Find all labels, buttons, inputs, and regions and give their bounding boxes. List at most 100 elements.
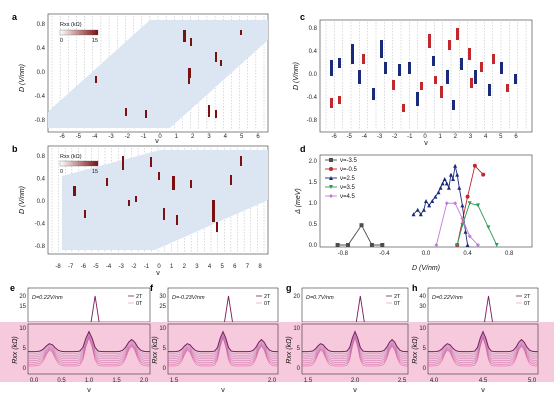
panel-g-legend-2t: 2T <box>394 294 401 300</box>
panel-d-ytick: 0.5 <box>309 222 318 228</box>
panel-b-ytick: -0.8 <box>35 244 46 250</box>
panel-d-legend-marker <box>329 158 333 162</box>
panel-f-lower-frame <box>167 323 279 375</box>
panel-d-ytick: 0.0 <box>309 243 318 249</box>
panel-a-xtick: 1 <box>175 134 179 140</box>
panel-g-label: g <box>286 283 292 293</box>
panel-b: b Rxx (kΩ) 0 15 0.80.40.0-0.4-0.8 -8 -7 -6… <box>12 144 269 277</box>
panel-d-point <box>380 243 385 247</box>
panel-c-frame <box>319 19 533 133</box>
panel-b-map <box>62 150 268 250</box>
panel-e-trace <box>27 336 151 365</box>
panel-c-bar <box>446 70 449 84</box>
panel-d-xtick: 0.0 <box>422 251 431 257</box>
panel-e-xtick: 2.0 <box>140 378 149 384</box>
panel-d-legend-label: ν=-3.5 <box>340 158 358 164</box>
panel-e-lower: 10 5 0 Rxx (kΩ) 0.0 0.5 1.0 1.5 2.0 ν <box>12 323 151 394</box>
panel-f-label: f <box>150 283 154 293</box>
panel-h-trace <box>427 330 539 353</box>
panel-b-peak <box>122 156 124 170</box>
panel-f-ytick-bottom: 10 <box>159 326 166 332</box>
panel-d-point <box>481 172 486 177</box>
panel-d-point <box>472 163 477 168</box>
panel-b-xtick: -8 <box>55 264 61 270</box>
panel-f-ylabel: Rxx (kΩ) <box>152 336 159 364</box>
panel-d-point <box>436 190 441 195</box>
panel-b-peak <box>150 157 152 167</box>
panel-a-peak <box>125 108 127 116</box>
panel-d-legend-label: ν=-0.5 <box>340 167 358 173</box>
panel-c-bar <box>392 80 395 90</box>
panel-a-xtick: 6 <box>256 134 260 140</box>
panel-e-trace <box>27 333 151 358</box>
panel-e-legend-2t: 2T <box>136 294 143 300</box>
panel-c-bar <box>434 76 437 84</box>
panel-c-bar <box>460 58 463 70</box>
panel-c-bar <box>408 62 411 74</box>
panel-b-colorbar-min: 0 <box>60 169 63 175</box>
panel-a-peak <box>95 76 97 83</box>
panel-f-trace <box>167 333 279 358</box>
panel-a-xtick: 3 <box>207 134 211 140</box>
panel-f-trace <box>167 332 279 356</box>
panel-b-xtick: -6 <box>81 264 87 270</box>
panel-d-point <box>463 229 468 234</box>
panel-c-xtick: -3 <box>377 134 383 140</box>
panel-f-ytick-bottom: 5 <box>163 346 167 352</box>
panel-d-series <box>335 163 499 247</box>
panel-b-xtick: 4 <box>208 264 212 270</box>
panel-a-xtick: -2 <box>125 134 131 140</box>
panel-b-xtick: 1 <box>170 264 174 270</box>
panel-c-xtick: 1 <box>438 134 442 140</box>
panel-c-xtick: 4 <box>484 134 488 140</box>
panel-c-bar <box>506 84 509 92</box>
panel-d-point <box>460 216 465 221</box>
panel-a: a Rxx (kΩ) 0 15 0.80.40.0-0.4-0.8 -6 -5 -4… <box>12 12 269 145</box>
panel-d-xticks: -0.8 -0.4 0.0 0.4 0.8 <box>338 251 514 257</box>
panel-d-label: d <box>300 144 306 154</box>
panel-d-xtick: 0.4 <box>463 251 472 257</box>
panel-h-ytick-top: 30 <box>419 304 426 310</box>
panel-g-xtick: 1.5 <box>304 378 313 384</box>
panel-b-colorbar-max: 15 <box>92 169 98 175</box>
panel-a-xtick: -6 <box>59 134 65 140</box>
panel-c-bar <box>402 104 405 112</box>
panel-b-xtick: 0 <box>157 264 161 270</box>
panel-b-xtick: -5 <box>93 264 99 270</box>
panel-a-xtick: 2 <box>191 134 195 140</box>
panel-d-xtick: -0.4 <box>379 251 390 257</box>
panel-c-bar <box>488 84 491 96</box>
panel-c-xtick: 0 <box>423 134 427 140</box>
panel-g-ylabel: Rxx (kΩ) <box>286 336 293 364</box>
panel-h-annotation: D=0.22V/nm <box>432 295 463 301</box>
panel-d-point <box>467 201 472 206</box>
panel-c-xtick: -4 <box>362 134 368 140</box>
panel-c-bar <box>470 78 473 88</box>
panel-c-yticks: 0.8 0.4 0.0 -0.4 -0.8 <box>307 26 318 124</box>
panel-b-ylabel: D (V/nm) <box>19 186 26 214</box>
panel-c-ylabel: D (V/nm) <box>293 62 300 90</box>
panel-a-ylabel: D (V/nm) <box>19 64 26 92</box>
panel-d-point <box>457 185 462 190</box>
panel-h-xtick: 4.0 <box>430 378 439 384</box>
panel-h-xtick: 5.0 <box>528 378 537 384</box>
panel-d-ytick: 2.0 <box>309 159 318 165</box>
panel-d-legend: ν=-3.5 ν=-0.5 ν=2.5 ν=3.5 ν=4.5 <box>325 158 358 200</box>
panel-d-series-line <box>456 202 498 246</box>
panel-d-point <box>424 199 428 203</box>
panel-b-xtick: -2 <box>131 264 137 270</box>
panel-d-ylabel: Δ (meV) <box>295 188 302 214</box>
panel-a-xtick: -1 <box>141 134 147 140</box>
panel-e-trace <box>27 330 151 353</box>
panel-h-label: h <box>412 283 418 293</box>
panel-b-peak <box>172 176 175 190</box>
panel-h-xtick: 4.5 <box>479 378 488 384</box>
panel-d-xtick: 0.8 <box>505 251 514 257</box>
panel-d-point <box>440 181 445 186</box>
panel-d-point <box>444 181 449 186</box>
panel-a-colorbar-min: 0 <box>60 38 63 44</box>
